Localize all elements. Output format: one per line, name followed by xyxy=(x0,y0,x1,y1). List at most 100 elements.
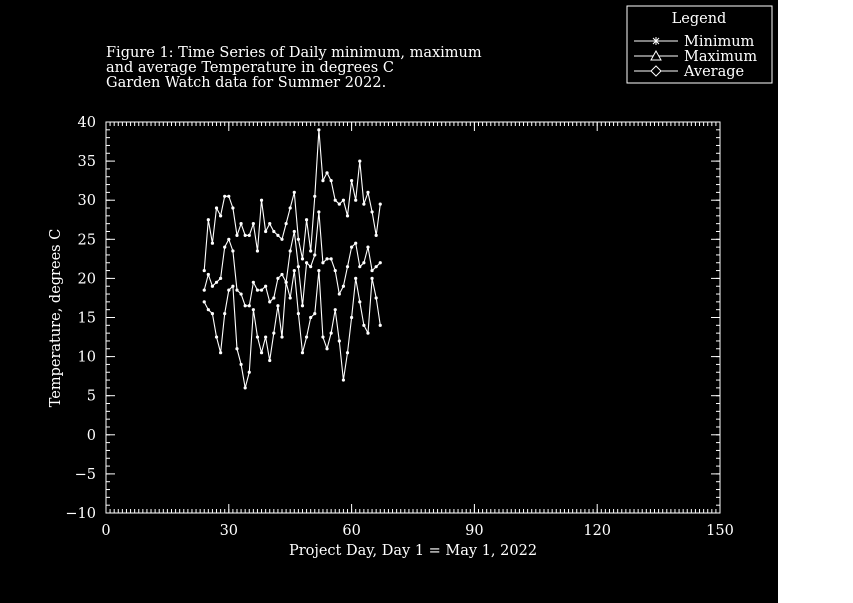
minimum-point xyxy=(268,358,272,363)
maximum-point xyxy=(325,171,329,175)
minimum-point xyxy=(214,335,219,339)
y-tick-label: 15 xyxy=(78,311,96,327)
x-tick-label: 90 xyxy=(465,523,483,539)
minimum-point xyxy=(264,335,268,339)
minimum-point xyxy=(370,276,374,280)
average-point xyxy=(223,245,227,249)
average-point xyxy=(337,292,341,296)
maximum-point xyxy=(202,268,206,273)
average-point xyxy=(317,210,321,214)
maximum-point xyxy=(329,179,333,183)
minimum-point xyxy=(243,386,247,390)
y-tick-label: 40 xyxy=(78,115,96,131)
average-point xyxy=(231,249,235,253)
minimum-point xyxy=(292,268,296,273)
minimum-point xyxy=(227,288,231,292)
minimum-point xyxy=(206,308,210,312)
average-point xyxy=(354,241,358,245)
x-axis-label: Project Day, Day 1 = May 1, 2022 xyxy=(289,543,537,559)
maximum-point xyxy=(317,128,321,132)
maximum-point xyxy=(268,222,272,226)
maximum-point xyxy=(370,210,374,214)
maximum-point xyxy=(227,194,231,198)
maximum-point xyxy=(272,229,276,234)
maximum-point xyxy=(235,233,239,237)
minimum-point xyxy=(329,331,333,335)
chart-title-line-2: and average Temperature in degrees C xyxy=(106,60,394,76)
minimum-point xyxy=(280,335,284,339)
maximum-point xyxy=(362,202,366,206)
maximum-point xyxy=(223,194,227,198)
chart-title-line-3: Garden Watch data for Summer 2022. xyxy=(106,75,386,91)
maximum-point xyxy=(341,198,346,202)
maximum-point xyxy=(280,237,284,241)
maximum-point xyxy=(300,257,305,261)
minimum-point xyxy=(202,300,206,304)
maximum-point xyxy=(374,233,378,237)
x-tick-label: 0 xyxy=(101,523,110,539)
chart-canvas: Figure 1: Time Series of Daily minimum, … xyxy=(0,0,778,603)
y-tick-label: 10 xyxy=(78,350,96,366)
legend-label: Maximum xyxy=(684,49,757,65)
average-point xyxy=(309,265,313,269)
minimum-point xyxy=(374,296,378,300)
y-tick-label: 25 xyxy=(78,232,96,248)
minimum-point xyxy=(362,323,366,327)
minimum-point xyxy=(337,339,341,343)
y-tick-label: −10 xyxy=(65,506,96,522)
average-point xyxy=(304,261,309,265)
maximum-point xyxy=(239,222,243,226)
star-icon-stroke xyxy=(652,37,660,45)
chart-title-line-1: Figure 1: Time Series of Daily minimum, … xyxy=(106,45,482,61)
time-series-chart: Figure 1: Time Series of Daily minimum, … xyxy=(48,5,773,559)
minimum-point xyxy=(210,311,215,316)
maximum-point xyxy=(309,249,313,253)
minimum-point xyxy=(255,335,260,339)
average-point xyxy=(219,276,223,280)
x-tick-label: 150 xyxy=(706,523,734,539)
minimum-point xyxy=(366,331,370,335)
average-point xyxy=(325,257,329,261)
maximum-point xyxy=(264,229,268,234)
minimum-line xyxy=(203,270,381,389)
maximum-point xyxy=(358,159,362,163)
series-minimum xyxy=(202,268,382,390)
average-point xyxy=(378,261,382,265)
average-point xyxy=(296,265,300,269)
minimum-point xyxy=(247,370,251,374)
maximum-point xyxy=(206,218,210,222)
average-point xyxy=(202,288,206,292)
series-average xyxy=(202,210,382,308)
legend-title: Legend xyxy=(672,11,727,27)
minimum-point xyxy=(251,308,255,312)
average-point xyxy=(227,237,231,241)
maximum-point xyxy=(243,233,247,237)
minimum-point xyxy=(300,351,305,355)
y-tick-label: 35 xyxy=(78,154,96,170)
maximum-point xyxy=(313,194,317,198)
minimum-point xyxy=(345,351,350,355)
series-maximum xyxy=(202,128,382,273)
y-tick-label: 20 xyxy=(78,271,96,287)
average-point xyxy=(243,304,247,308)
average-point xyxy=(366,245,370,249)
maximum-point xyxy=(214,206,219,210)
average-point xyxy=(292,229,296,234)
legend-entry-maximum: Maximum xyxy=(634,49,757,65)
maximum-point xyxy=(296,237,300,241)
average-point xyxy=(358,265,362,269)
average-line xyxy=(203,211,381,307)
x-tick-label: 30 xyxy=(220,523,238,539)
maximum-point xyxy=(333,198,337,202)
average-point xyxy=(300,304,305,308)
minimum-point xyxy=(223,311,227,316)
minimum-point xyxy=(354,276,358,280)
y-axis-label: Temperature, degrees C xyxy=(48,229,64,408)
maximum-point xyxy=(366,190,370,194)
maximum-point xyxy=(337,202,341,206)
average-point xyxy=(370,268,374,273)
average-point xyxy=(280,272,284,277)
minimum-point xyxy=(219,351,223,355)
minimum-point xyxy=(317,268,321,273)
